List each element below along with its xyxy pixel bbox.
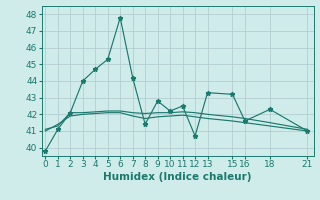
X-axis label: Humidex (Indice chaleur): Humidex (Indice chaleur) <box>103 172 252 182</box>
